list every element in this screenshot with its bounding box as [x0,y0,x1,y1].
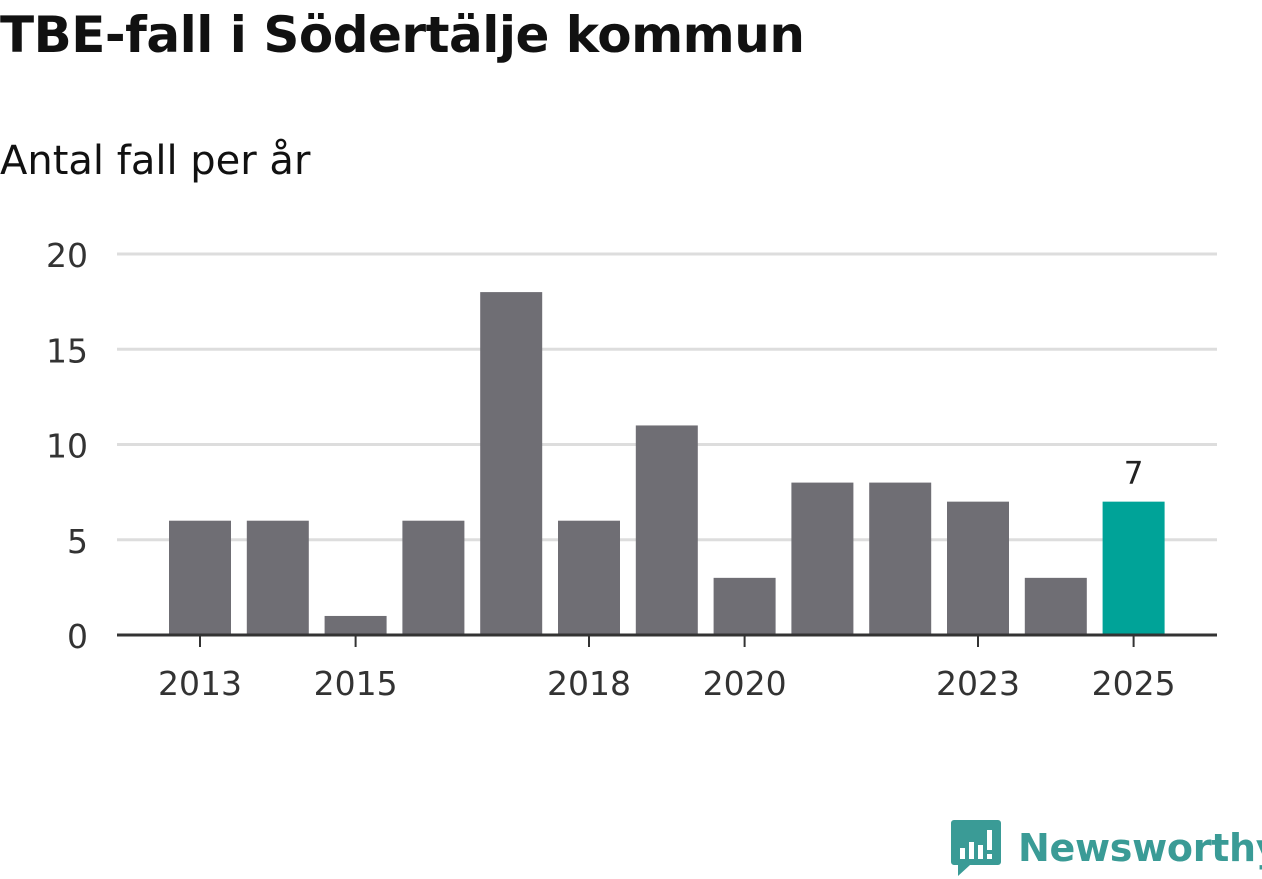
newsworthy-logo-icon [951,820,1001,876]
y-tick-label: 0 [67,617,88,656]
y-tick-label: 10 [46,427,88,466]
bar-2018 [558,520,620,635]
bar-2019 [635,425,698,635]
x-tick-label: 2015 [314,664,398,703]
bar-2017 [480,292,543,635]
chart-subtitle: Antal fall per år [0,138,311,184]
x-tick-label: 2013 [158,664,242,703]
newsworthy-logo: Newsworthy [950,818,1262,878]
bar-2013 [169,520,231,635]
x-tick-label: 2025 [1092,664,1176,703]
chart-title: TBE-fall i Södertälje kommun [0,6,805,64]
x-tick-label: 2018 [547,664,631,703]
y-tick-label: 15 [46,331,88,370]
bar-2015 [324,615,387,635]
bar-2021 [791,482,854,635]
bar-2024 [1024,577,1087,635]
y-tick-label: 5 [67,522,88,561]
newsworthy-logo-text: Newsworthy [1018,826,1262,870]
x-tick-label: 2020 [703,664,787,703]
x-tick-label: 2023 [936,664,1020,703]
bar-2025 [1102,501,1165,635]
bar-2023 [947,501,1009,635]
y-tick-label: 20 [46,236,88,275]
data-label-2025: 7 [1124,456,1144,492]
bar-2014 [246,520,309,635]
bar-2016 [402,520,465,635]
bar-2020 [713,577,776,635]
bar-2022 [869,482,932,635]
